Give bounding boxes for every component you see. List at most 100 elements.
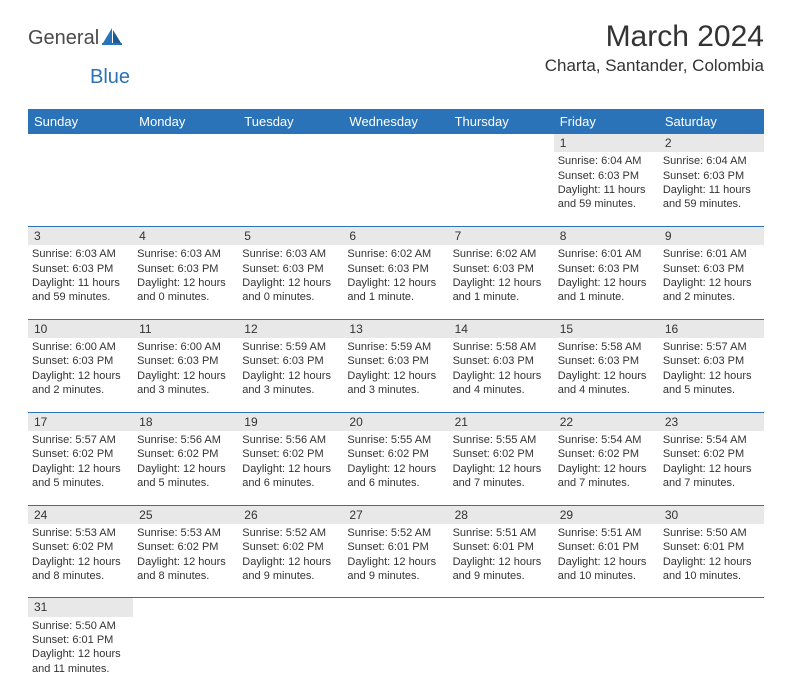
day-number — [238, 134, 343, 152]
sunset-text: Sunset: 6:03 PM — [558, 354, 655, 368]
day-content-row: Sunrise: 5:57 AMSunset: 6:02 PMDaylight:… — [28, 431, 764, 505]
day-cell: Sunrise: 5:59 AMSunset: 6:03 PMDaylight:… — [343, 338, 448, 412]
sunrise-text: Sunrise: 6:00 AM — [32, 340, 129, 354]
day-number: 11 — [133, 319, 238, 338]
day-number: 1 — [554, 134, 659, 152]
day-number: 16 — [659, 319, 764, 338]
day-cell: Sunrise: 5:55 AMSunset: 6:02 PMDaylight:… — [343, 431, 448, 505]
sunset-text: Sunset: 6:02 PM — [347, 447, 444, 461]
day-number: 23 — [659, 412, 764, 431]
sunset-text: Sunset: 6:03 PM — [663, 262, 760, 276]
day-cell: Sunrise: 6:03 AMSunset: 6:03 PMDaylight:… — [28, 245, 133, 319]
weekday-header: Tuesday — [238, 109, 343, 134]
weekday-header: Monday — [133, 109, 238, 134]
day-number: 26 — [238, 505, 343, 524]
weekday-header: Sunday — [28, 109, 133, 134]
day-number: 20 — [343, 412, 448, 431]
sunset-text: Sunset: 6:03 PM — [32, 262, 129, 276]
sunset-text: Sunset: 6:03 PM — [242, 354, 339, 368]
sunset-text: Sunset: 6:03 PM — [137, 262, 234, 276]
sunrise-text: Sunrise: 5:57 AM — [32, 433, 129, 447]
day-number-row: 12 — [28, 134, 764, 152]
daylight-text: Daylight: 12 hours and 4 minutes. — [453, 369, 550, 398]
day-cell: Sunrise: 5:52 AMSunset: 6:01 PMDaylight:… — [343, 524, 448, 598]
day-cell — [238, 617, 343, 691]
day-cell: Sunrise: 5:58 AMSunset: 6:03 PMDaylight:… — [554, 338, 659, 412]
sunset-text: Sunset: 6:03 PM — [558, 169, 655, 183]
day-number — [659, 598, 764, 617]
day-cell: Sunrise: 6:01 AMSunset: 6:03 PMDaylight:… — [554, 245, 659, 319]
sunset-text: Sunset: 6:02 PM — [32, 447, 129, 461]
day-number — [343, 134, 448, 152]
weekday-header: Saturday — [659, 109, 764, 134]
daylight-text: Daylight: 12 hours and 2 minutes. — [663, 276, 760, 305]
day-cell: Sunrise: 6:04 AMSunset: 6:03 PMDaylight:… — [659, 152, 764, 226]
sunrise-text: Sunrise: 5:52 AM — [242, 526, 339, 540]
daylight-text: Daylight: 12 hours and 1 minute. — [347, 276, 444, 305]
day-cell — [343, 617, 448, 691]
day-content-row: Sunrise: 6:00 AMSunset: 6:03 PMDaylight:… — [28, 338, 764, 412]
daylight-text: Daylight: 12 hours and 9 minutes. — [347, 555, 444, 584]
day-number: 7 — [449, 226, 554, 245]
day-cell: Sunrise: 5:51 AMSunset: 6:01 PMDaylight:… — [554, 524, 659, 598]
daylight-text: Daylight: 12 hours and 9 minutes. — [242, 555, 339, 584]
day-number-row: 24252627282930 — [28, 505, 764, 524]
sunset-text: Sunset: 6:02 PM — [663, 447, 760, 461]
day-number — [554, 598, 659, 617]
day-number: 2 — [659, 134, 764, 152]
calendar-table: Sunday Monday Tuesday Wednesday Thursday… — [28, 109, 764, 691]
daylight-text: Daylight: 12 hours and 3 minutes. — [242, 369, 339, 398]
sunset-text: Sunset: 6:01 PM — [453, 540, 550, 554]
sunrise-text: Sunrise: 6:04 AM — [663, 154, 760, 168]
day-number: 22 — [554, 412, 659, 431]
daylight-text: Daylight: 12 hours and 1 minute. — [453, 276, 550, 305]
day-number — [133, 598, 238, 617]
day-cell: Sunrise: 6:04 AMSunset: 6:03 PMDaylight:… — [554, 152, 659, 226]
day-number: 10 — [28, 319, 133, 338]
sunset-text: Sunset: 6:03 PM — [32, 354, 129, 368]
sunset-text: Sunset: 6:02 PM — [137, 540, 234, 554]
day-number: 5 — [238, 226, 343, 245]
day-cell: Sunrise: 6:02 AMSunset: 6:03 PMDaylight:… — [449, 245, 554, 319]
sunset-text: Sunset: 6:02 PM — [32, 540, 129, 554]
day-number — [449, 134, 554, 152]
sunrise-text: Sunrise: 5:54 AM — [558, 433, 655, 447]
sunrise-text: Sunrise: 5:52 AM — [347, 526, 444, 540]
day-cell — [133, 152, 238, 226]
sunrise-text: Sunrise: 6:03 AM — [32, 247, 129, 261]
sunset-text: Sunset: 6:02 PM — [242, 540, 339, 554]
day-cell: Sunrise: 5:56 AMSunset: 6:02 PMDaylight:… — [238, 431, 343, 505]
daylight-text: Daylight: 12 hours and 3 minutes. — [347, 369, 444, 398]
weekday-header: Friday — [554, 109, 659, 134]
daylight-text: Daylight: 12 hours and 3 minutes. — [137, 369, 234, 398]
day-number: 30 — [659, 505, 764, 524]
sunset-text: Sunset: 6:02 PM — [137, 447, 234, 461]
sunset-text: Sunset: 6:02 PM — [242, 447, 339, 461]
day-number: 19 — [238, 412, 343, 431]
day-number-row: 3456789 — [28, 226, 764, 245]
day-number: 18 — [133, 412, 238, 431]
day-number: 31 — [28, 598, 133, 617]
day-number-row: 10111213141516 — [28, 319, 764, 338]
daylight-text: Daylight: 12 hours and 10 minutes. — [558, 555, 655, 584]
day-cell: Sunrise: 6:01 AMSunset: 6:03 PMDaylight:… — [659, 245, 764, 319]
day-number — [449, 598, 554, 617]
day-number: 6 — [343, 226, 448, 245]
sunrise-text: Sunrise: 5:51 AM — [558, 526, 655, 540]
day-cell: Sunrise: 6:00 AMSunset: 6:03 PMDaylight:… — [28, 338, 133, 412]
day-number-row: 31 — [28, 598, 764, 617]
daylight-text: Daylight: 12 hours and 2 minutes. — [32, 369, 129, 398]
day-number: 4 — [133, 226, 238, 245]
sunrise-text: Sunrise: 5:58 AM — [558, 340, 655, 354]
day-cell: Sunrise: 6:02 AMSunset: 6:03 PMDaylight:… — [343, 245, 448, 319]
sunrise-text: Sunrise: 6:03 AM — [137, 247, 234, 261]
month-title: March 2024 — [545, 20, 764, 54]
sunset-text: Sunset: 6:03 PM — [242, 262, 339, 276]
sunrise-text: Sunrise: 6:01 AM — [663, 247, 760, 261]
day-cell — [554, 617, 659, 691]
day-cell: Sunrise: 5:56 AMSunset: 6:02 PMDaylight:… — [133, 431, 238, 505]
day-number — [343, 598, 448, 617]
daylight-text: Daylight: 12 hours and 7 minutes. — [453, 462, 550, 491]
sunrise-text: Sunrise: 5:54 AM — [663, 433, 760, 447]
day-cell: Sunrise: 5:55 AMSunset: 6:02 PMDaylight:… — [449, 431, 554, 505]
